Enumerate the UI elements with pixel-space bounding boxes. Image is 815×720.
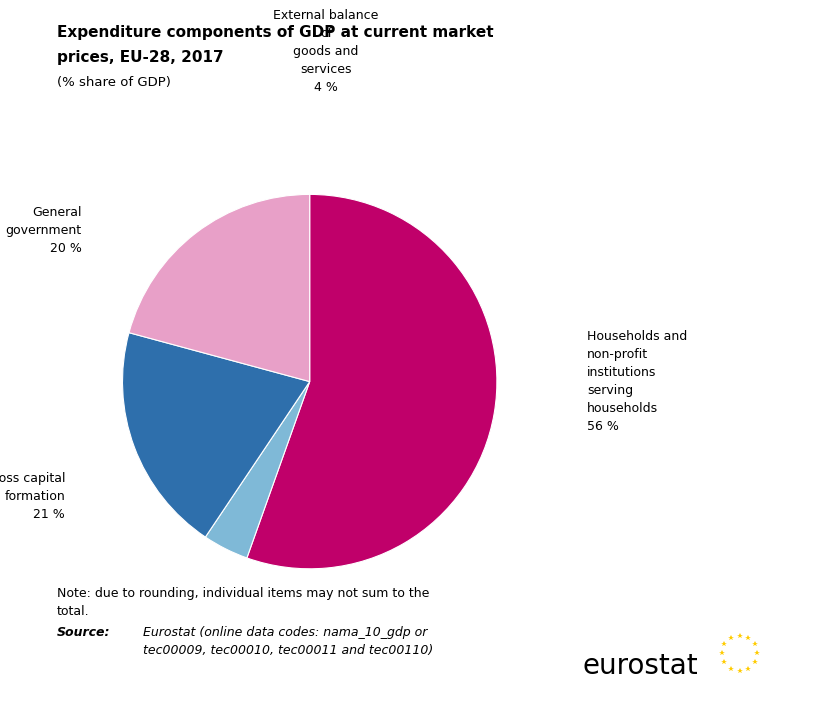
Text: Note: due to rounding, individual items may not sum to the
total.: Note: due to rounding, individual items … — [57, 587, 430, 618]
Text: Gross capital
formation
21 %: Gross capital formation 21 % — [0, 472, 65, 521]
Wedge shape — [205, 382, 310, 558]
Wedge shape — [129, 194, 310, 382]
Text: Expenditure components of GDP at current market: Expenditure components of GDP at current… — [57, 25, 494, 40]
Text: Households and
non-profit
institutions
serving
households
56 %: Households and non-profit institutions s… — [587, 330, 687, 433]
Wedge shape — [247, 194, 497, 569]
Text: prices, EU-28, 2017: prices, EU-28, 2017 — [57, 50, 223, 66]
Text: Eurostat (online data codes: nama_10_gdp or
tec00009, tec00010, tec00011 and tec: Eurostat (online data codes: nama_10_gdp… — [143, 626, 433, 657]
Text: (% share of GDP): (% share of GDP) — [57, 76, 171, 89]
Text: External balance
of
goods and
services
4 %: External balance of goods and services 4… — [273, 9, 379, 94]
Text: General
government
20 %: General government 20 % — [6, 206, 82, 255]
Text: Source:: Source: — [57, 626, 111, 639]
Text: eurostat: eurostat — [583, 652, 698, 680]
Wedge shape — [122, 333, 310, 537]
